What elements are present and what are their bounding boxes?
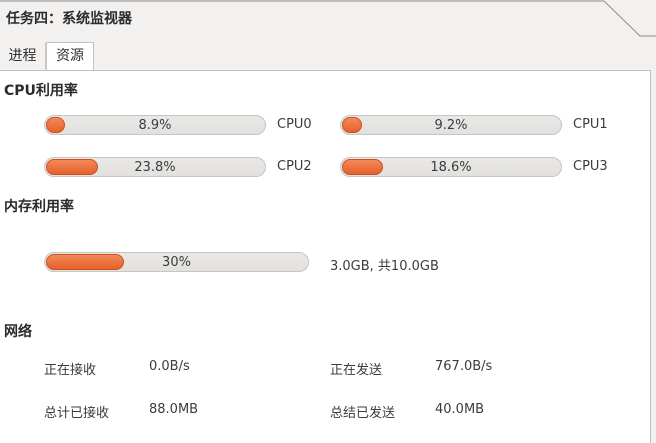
cpu2-name: CPU2 [277, 159, 312, 174]
cpu3-name: CPU3 [573, 159, 608, 174]
total-received-label: 总计已接收 [44, 406, 110, 421]
total-sent-value: 40.0MB [435, 402, 485, 417]
cpu1-usage-label: 9.2% [434, 118, 468, 133]
sending-value: 767.0B/s [435, 359, 493, 374]
cpu2-usage-label: 23.8% [134, 160, 176, 175]
receiving-label: 正在接收 [44, 363, 97, 378]
cpu-section-title: CPU利用率 [4, 83, 78, 99]
cpu3-usage-fill [342, 159, 383, 175]
window-corner-decoration [0, 0, 656, 37]
cpu1-usage-bar: 9.2% [340, 115, 562, 135]
cpu3-usage-label: 18.6% [430, 160, 472, 175]
cpu2-usage-bar: 23.8% [44, 157, 266, 177]
cpu0-usage-bar: 8.9% [44, 115, 266, 135]
title-bar: 任务四：系统监视器 [0, 0, 656, 38]
memory-section-title: 内存利用率 [4, 199, 74, 215]
tab-resources[interactable]: 资源 [46, 42, 94, 71]
tab-processes[interactable]: 进程 [0, 43, 46, 69]
sending-label: 正在发送 [330, 363, 383, 378]
cpu0-name: CPU0 [277, 117, 312, 132]
receiving-value: 0.0B/s [149, 359, 190, 374]
total-sent-label: 总结已发送 [330, 406, 396, 421]
cpu0-usage-fill [46, 117, 66, 133]
cpu2-usage-fill [46, 159, 98, 175]
resources-panel: CPU利用率 8.9% CPU0 9.2% CPU1 23.8% CPU2 18… [0, 70, 651, 443]
cpu3-usage-bar: 18.6% [340, 157, 562, 177]
network-section-title: 网络 [4, 324, 32, 340]
memory-usage-bar: 30% [44, 252, 309, 272]
window-title: 任务四：系统监视器 [6, 11, 132, 27]
memory-usage-fill [46, 254, 125, 270]
memory-usage-detail: 3.0GB, 共10.0GB [330, 259, 439, 274]
total-received-value: 88.0MB [149, 402, 199, 417]
cpu1-usage-fill [342, 117, 363, 133]
cpu1-name: CPU1 [573, 117, 608, 132]
memory-usage-label: 30% [162, 255, 191, 270]
cpu0-usage-label: 8.9% [138, 118, 172, 133]
